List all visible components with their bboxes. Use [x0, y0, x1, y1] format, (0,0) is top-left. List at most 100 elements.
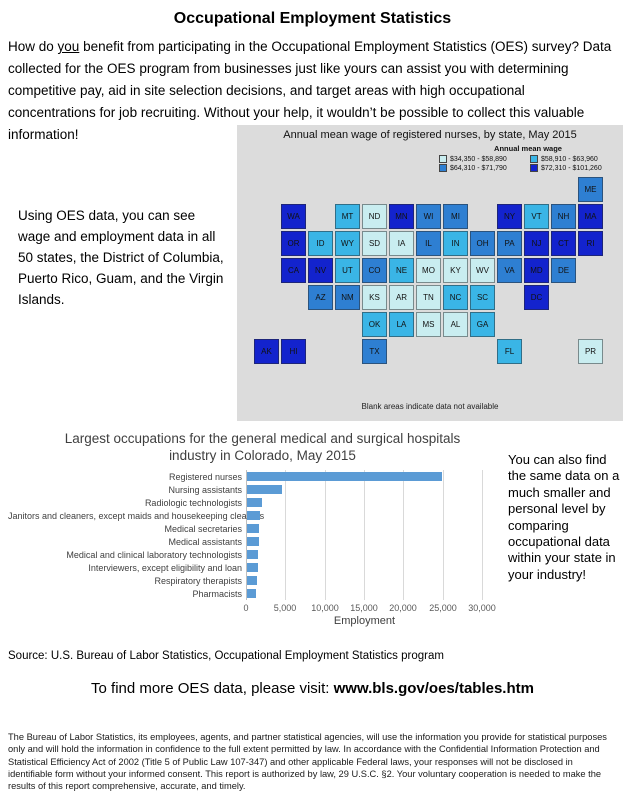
legend-label: $58,910 - $63,960 — [541, 155, 598, 163]
legend-item: $64,310 - $71,790 — [439, 164, 526, 172]
legend-item: $34,350 - $58,890 — [439, 155, 526, 163]
bar-7 — [247, 550, 258, 559]
bar-1 — [247, 472, 442, 481]
state-tile-nm: NM — [335, 285, 360, 310]
category-label: Janitors and cleaners, except maids and … — [8, 510, 265, 521]
category-label: Respiratory therapists — [154, 575, 242, 586]
map-legend: Annual mean wage $34,350 - $58,890 $58,91… — [439, 144, 617, 172]
bar-track — [246, 522, 483, 535]
state-tile-vt: VT — [524, 204, 549, 229]
legend-swatch — [439, 155, 447, 163]
state-tile-ut: UT — [335, 258, 360, 283]
state-tile-ks: KS — [362, 285, 387, 310]
bar-track — [246, 509, 483, 522]
x-axis-ticks: 0 5,000 10,000 15,000 20,000 25,000 30,000 — [243, 600, 495, 613]
map-legend-items: $34,350 - $58,890 $58,910 - $63,960 $64,31… — [439, 155, 617, 172]
chart-row: Nursing assistants — [8, 483, 486, 496]
map-note: Blank areas indicate data not available — [361, 402, 499, 411]
cta-url[interactable]: www.bls.gov/oes/tables.htm — [333, 680, 534, 697]
page-title: Occupational Employment Statistics — [173, 10, 452, 27]
bar-track — [246, 483, 483, 496]
state-tile-co: CO — [362, 258, 387, 283]
chart-row: Respiratory therapists — [8, 574, 486, 587]
state-tile-ms: MS — [416, 312, 441, 337]
category-label: Medical and clinical laboratory technolo… — [66, 549, 242, 560]
legend-swatch — [530, 164, 538, 172]
state-tile-nh: NH — [551, 204, 576, 229]
state-tile-mt: MT — [335, 204, 360, 229]
chart-plot-area: Registered nurses Nursing assistants Radio… — [8, 470, 486, 600]
chart-side-text: You can also find the same data on a muc… — [508, 452, 620, 582]
wage-map-panel: Annual mean wage of registered nurses, b… — [237, 125, 623, 421]
bar-5 — [247, 524, 259, 533]
x-tick-label: 30,000 — [468, 603, 496, 613]
state-tile-mo: MO — [416, 258, 441, 283]
chart-row: Medical secretaries — [8, 522, 486, 535]
state-tile-me: ME — [578, 177, 603, 202]
state-tile-dc: DC — [524, 285, 549, 310]
legend-label: $72,310 - $101,260 — [541, 164, 602, 172]
state-tile-de: DE — [551, 258, 576, 283]
category-label: Pharmacists — [192, 588, 242, 599]
legend-swatch — [439, 164, 447, 172]
source-line: Source: U.S. Bureau of Labor Statistics,… — [8, 650, 444, 662]
chart-title: Largest occupations for the general medi… — [64, 431, 461, 463]
x-tick-label: 25,000 — [429, 603, 457, 613]
state-tile-nc: NC — [443, 285, 468, 310]
legend-label: $64,310 - $71,790 — [450, 164, 507, 172]
state-tile-wa: WA — [281, 204, 306, 229]
state-tile-md: MD — [524, 258, 549, 283]
bar-track — [246, 548, 483, 561]
us-choropleth-map: ME WA MT ND MN WI MI NY VT NH MA OR ID WY SD IA IL IN OH PA… — [254, 177, 605, 366]
state-tile-wv: WV — [470, 258, 495, 283]
x-tick-label: 15,000 — [350, 603, 378, 613]
bar-3 — [247, 498, 262, 507]
gridline — [364, 470, 365, 600]
x-tick-label: 0 — [243, 603, 249, 613]
state-tile-ca: CA — [281, 258, 306, 283]
bar-4 — [247, 511, 260, 520]
bar-track — [246, 470, 483, 483]
state-tile-az: AZ — [308, 285, 333, 310]
state-tile-nv: NV — [308, 258, 333, 283]
intro-paragraph: How do you benefit from participating in… — [8, 36, 616, 146]
gridline — [325, 470, 326, 600]
category-label: Registered nurses — [168, 471, 242, 482]
bar-track — [246, 535, 483, 548]
state-tile-hi: HI — [281, 339, 306, 364]
bar-track — [246, 574, 483, 587]
state-tile-ak: AK — [254, 339, 279, 364]
state-tile-ne: NE — [389, 258, 414, 283]
chart-row: Medical and clinical laboratory technolo… — [8, 548, 486, 561]
state-tile-tx: TX — [362, 339, 387, 364]
state-tile-ma: MA — [578, 204, 603, 229]
category-label: Nursing assistants — [168, 484, 242, 495]
bar-9 — [247, 576, 257, 585]
bar-10 — [247, 589, 256, 598]
state-tile-ok: OK — [362, 312, 387, 337]
intro-emphasis: you — [57, 39, 80, 54]
chart-row: Janitors and cleaners, except maids and … — [8, 509, 486, 522]
state-tile-ia: IA — [389, 231, 414, 256]
bar-track — [246, 587, 483, 600]
legend-swatch — [530, 155, 538, 163]
gridline — [403, 470, 404, 600]
state-tile-sc: SC — [470, 285, 495, 310]
chart-row: Medical assistants — [8, 535, 486, 548]
bar-track — [246, 561, 483, 574]
chart-row: Interviewers, except eligibility and loa… — [8, 561, 486, 574]
map-side-text: Using OES data, you can see wage and emp… — [18, 208, 224, 307]
state-tile-al: AL — [443, 312, 468, 337]
y-axis-line — [246, 470, 247, 600]
bar-track — [246, 496, 483, 509]
x-axis-label: Employment — [333, 615, 396, 627]
x-tick-label: 20,000 — [389, 603, 417, 613]
gridline — [482, 470, 483, 600]
chart-row: Radiologic technologists — [8, 496, 486, 509]
state-tile-il: IL — [416, 231, 441, 256]
state-tile-ar: AR — [389, 285, 414, 310]
legend-label: $34,350 - $58,890 — [450, 155, 507, 163]
intro-pre: How do — [8, 39, 58, 54]
x-tick-label: 5,000 — [273, 603, 297, 613]
state-tile-or: OR — [281, 231, 306, 256]
